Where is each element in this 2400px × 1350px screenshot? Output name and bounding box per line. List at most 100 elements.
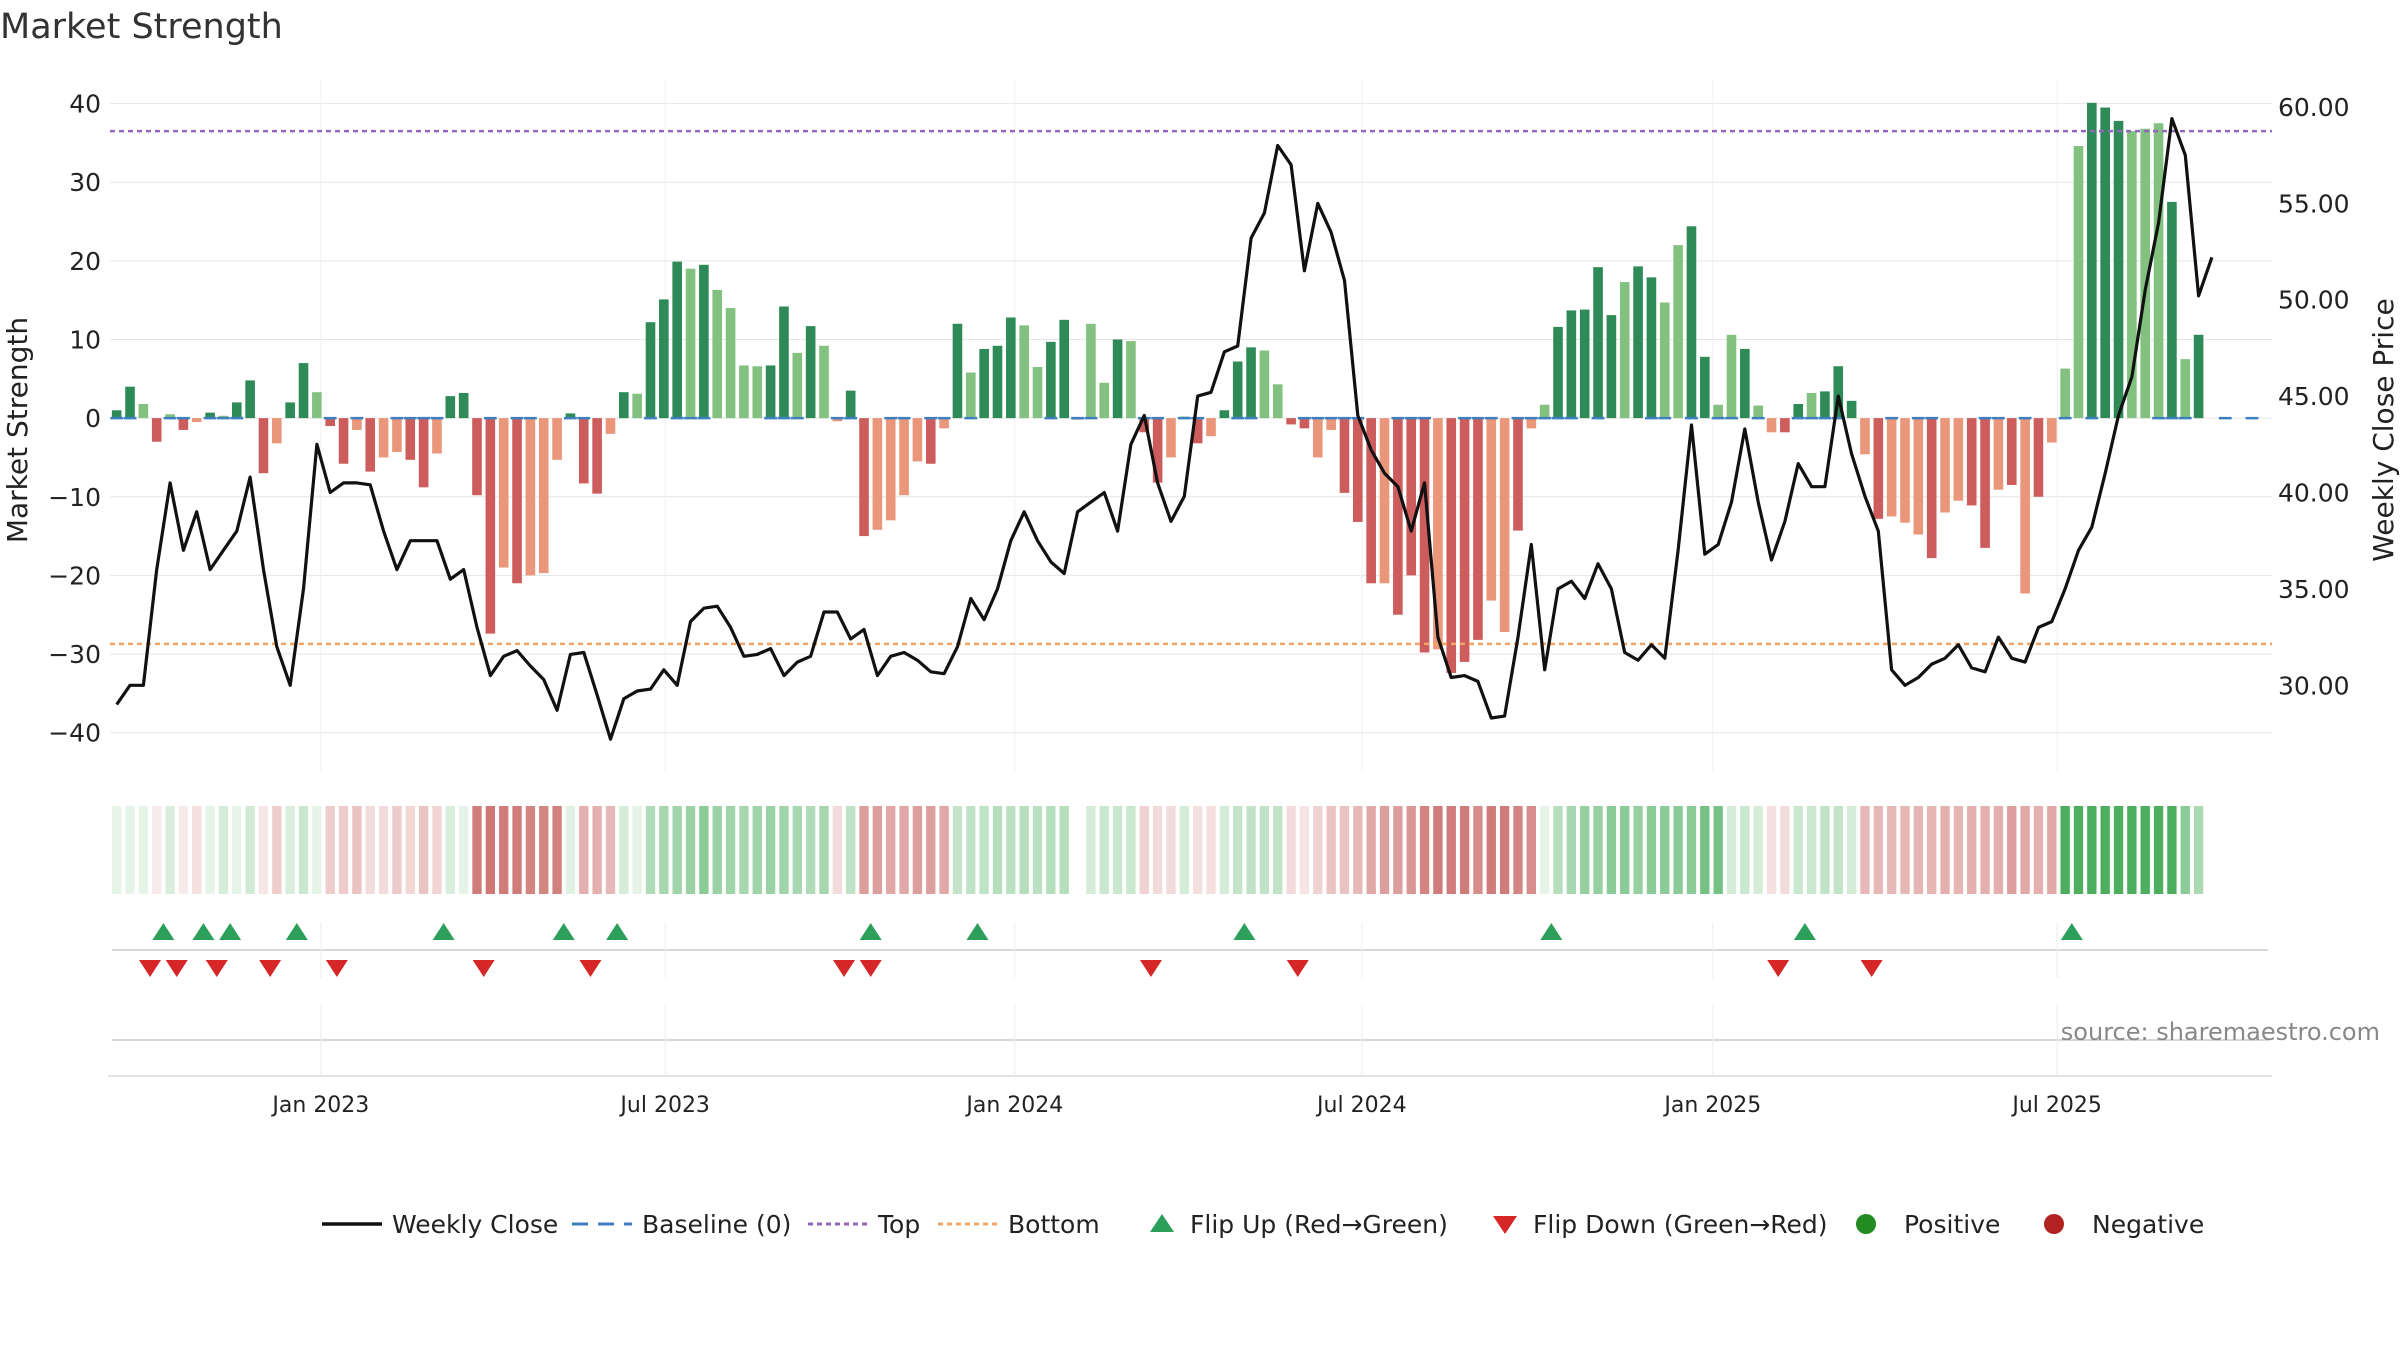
- flip-down-marker: [139, 960, 162, 977]
- strength-bar: [1459, 418, 1470, 662]
- legend-label: Top: [877, 1210, 920, 1239]
- heat-cell: [1539, 806, 1550, 894]
- strength-bar: [231, 402, 242, 419]
- heat-cell: [298, 806, 309, 894]
- heat-cell: [1379, 806, 1390, 894]
- strength-bar: [418, 418, 429, 488]
- legend-swatch-flip-down: [1493, 1216, 1517, 1234]
- strength-bar: [845, 390, 856, 419]
- weekly-close-line: [115, 116, 2214, 741]
- heat-cell: [1713, 806, 1723, 894]
- heat-cell: [1806, 806, 1817, 894]
- strength-bar: [899, 418, 909, 496]
- heat-cell: [605, 806, 616, 894]
- strength-bar: [151, 418, 162, 442]
- heat-cell: [512, 806, 522, 894]
- strength-bar: [1166, 418, 1176, 458]
- heat-cell: [1660, 806, 1670, 894]
- heat-cell: [739, 806, 749, 894]
- strength-bar: [1833, 366, 1844, 419]
- flip-up-marker: [152, 923, 175, 940]
- strength-bar: [819, 345, 829, 419]
- strength-bar: [992, 345, 1003, 419]
- flip-down-marker: [325, 960, 348, 977]
- strength-bar: [1099, 382, 1110, 419]
- heat-cell: [1633, 806, 1643, 894]
- heat-cell: [579, 806, 589, 894]
- flip-up-marker: [1233, 923, 1256, 940]
- heat-cell: [1967, 806, 1977, 894]
- heat-cell: [565, 806, 576, 894]
- strength-bar: [1713, 404, 1723, 419]
- flip-up-marker: [966, 923, 989, 940]
- heat-cell: [872, 806, 883, 894]
- x-tick-label: Jul 2025: [2010, 1093, 2102, 1118]
- strength-bar: [1593, 267, 1603, 419]
- heat-cell: [1753, 806, 1763, 894]
- strength-bar: [1619, 282, 1630, 419]
- heat-cell: [1099, 806, 1109, 894]
- heat-cell: [1553, 806, 1563, 894]
- heat-cell: [632, 806, 642, 894]
- strength-bar: [925, 418, 936, 464]
- strength-bar: [1393, 418, 1403, 615]
- heat-cell: [218, 806, 229, 894]
- y-right-tick-label: 50.00: [2278, 286, 2350, 315]
- strength-bar: [2140, 128, 2151, 419]
- strength-bar: [1006, 317, 1016, 419]
- strength-bar: [2046, 418, 2057, 443]
- chart-title: Market Strength: [0, 7, 283, 47]
- heat-cell: [1833, 806, 1843, 894]
- strength-bar: [2127, 131, 2137, 419]
- strength-bar: [2020, 418, 2030, 594]
- heat-cell: [352, 806, 362, 894]
- heat-cell: [979, 806, 989, 894]
- heat-cell: [1740, 806, 1750, 894]
- flip-down-marker: [205, 960, 228, 977]
- strength-bar: [1953, 418, 1964, 501]
- strength-bar: [1192, 418, 1203, 444]
- heat-cell: [205, 806, 215, 894]
- strength-bar: [1860, 418, 1870, 455]
- y-left-tick-label: −40: [48, 719, 101, 748]
- strength-bar: [1940, 418, 1950, 513]
- y-right-tick-label: 30.00: [2278, 671, 2350, 700]
- strength-bar: [1339, 418, 1350, 493]
- heat-cell: [539, 806, 549, 894]
- heat-cell: [472, 806, 482, 894]
- strength-bar: [1780, 418, 1790, 433]
- strength-bar: [365, 418, 376, 472]
- y-left-tick-label: 20: [69, 247, 101, 276]
- flip-down-marker: [472, 960, 495, 977]
- strength-bar: [832, 418, 843, 422]
- heat-cell: [792, 806, 802, 894]
- heat-cell: [1193, 806, 1203, 894]
- heat-cell: [846, 806, 856, 894]
- strength-bar: [1886, 418, 1897, 517]
- heat-cell: [1793, 806, 1803, 894]
- heat-cell: [2113, 806, 2124, 894]
- legend-swatch-negative: [2044, 1214, 2064, 1234]
- heat-cell: [1993, 806, 2004, 894]
- heat-cell: [1927, 806, 1937, 894]
- strength-bars: [111, 102, 2204, 673]
- heat-cell: [779, 806, 789, 894]
- strength-bar: [1486, 418, 1497, 601]
- strength-heat-band: [112, 806, 2204, 894]
- heat-cell: [285, 806, 295, 894]
- strength-bar: [138, 403, 149, 419]
- heat-cell: [1513, 806, 1523, 894]
- heat-cell: [125, 806, 135, 894]
- strength-bar: [191, 418, 202, 423]
- heat-cell: [645, 806, 656, 894]
- x-tick-label: Jan 2024: [964, 1093, 1063, 1118]
- strength-bar: [1272, 384, 1283, 419]
- flip-up-marker: [219, 923, 242, 940]
- legend-item: Top: [808, 1210, 920, 1239]
- x-tick-label: Jul 2023: [618, 1093, 710, 1118]
- strength-bar: [1513, 418, 1523, 531]
- flip-up-marker: [285, 923, 308, 940]
- strength-bar: [2073, 146, 2084, 419]
- heat-cell: [418, 806, 429, 894]
- y-left-tick-label: −10: [48, 483, 101, 512]
